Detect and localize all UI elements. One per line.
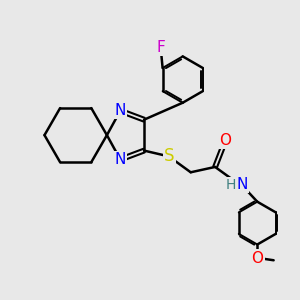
- Text: O: O: [251, 251, 263, 266]
- Text: S: S: [164, 147, 175, 165]
- Text: N: N: [115, 152, 126, 167]
- Text: N: N: [236, 177, 248, 192]
- Text: F: F: [157, 40, 166, 55]
- Text: O: O: [219, 133, 231, 148]
- Text: H: H: [226, 178, 236, 192]
- Text: N: N: [115, 103, 126, 118]
